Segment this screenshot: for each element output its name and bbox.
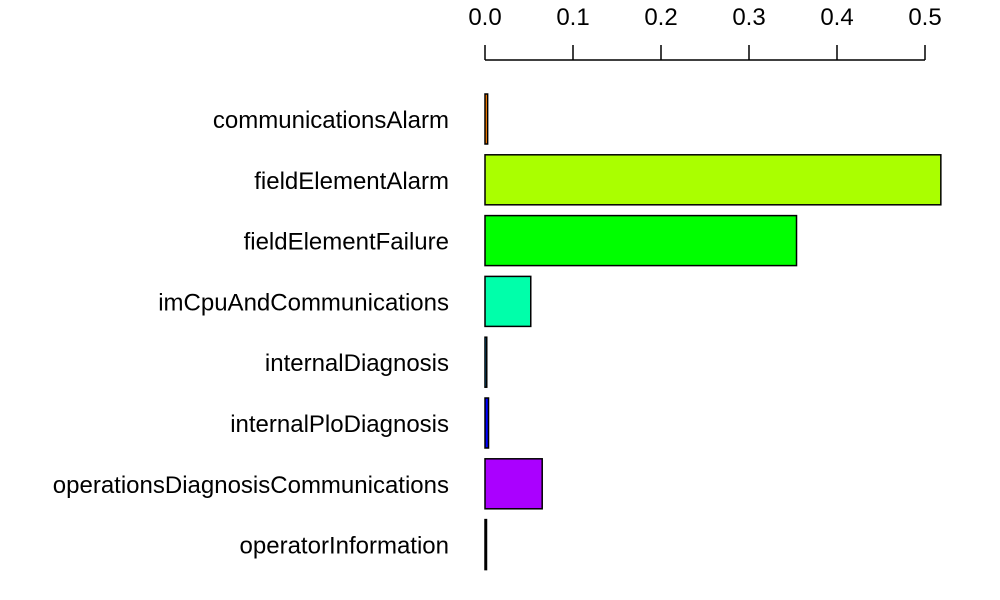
bar-internalPloDiagnosis	[484, 397, 490, 449]
x-tick-label: 0.3	[732, 4, 765, 31]
bars	[484, 93, 942, 571]
category-label-operatorInformation: operatorInformation	[240, 533, 449, 560]
category-label-communicationsAlarm: communicationsAlarm	[213, 107, 449, 134]
x-axis: 0.0 0.1 0.2 0.3 0.4 0.5	[468, 4, 942, 61]
category-label-fieldElementFailure: fieldElementFailure	[244, 229, 449, 256]
category-label-operationsDiagnosisCommunications: operationsDiagnosisCommunications	[53, 472, 449, 499]
category-label-fieldElementAlarm: fieldElementAlarm	[254, 168, 449, 195]
category-label-imCpuAndCommunications: imCpuAndCommunications	[158, 289, 449, 316]
x-tick-label: 0.4	[820, 4, 853, 31]
x-tick-label: 0.1	[556, 4, 589, 31]
bar-communicationsAlarm	[484, 93, 489, 145]
category-labels: communicationsAlarm fieldElementAlarm fiel…	[53, 107, 449, 560]
x-tick-label: 0.2	[644, 4, 677, 31]
bar-operationsDiagnosisCommunications	[484, 458, 543, 510]
bar-fieldElementAlarm	[484, 154, 942, 206]
bar-operatorInformation	[484, 518, 488, 571]
category-label-internalDiagnosis: internalDiagnosis	[265, 350, 449, 377]
bar-internalDiagnosis	[484, 336, 488, 388]
bar-fieldElementFailure	[484, 214, 798, 267]
x-tick-label: 0.5	[908, 4, 941, 31]
category-label-internalPloDiagnosis: internalPloDiagnosis	[230, 411, 449, 438]
x-tick-label: 0.0	[468, 4, 501, 31]
bar-imCpuAndCommunications	[484, 275, 532, 328]
